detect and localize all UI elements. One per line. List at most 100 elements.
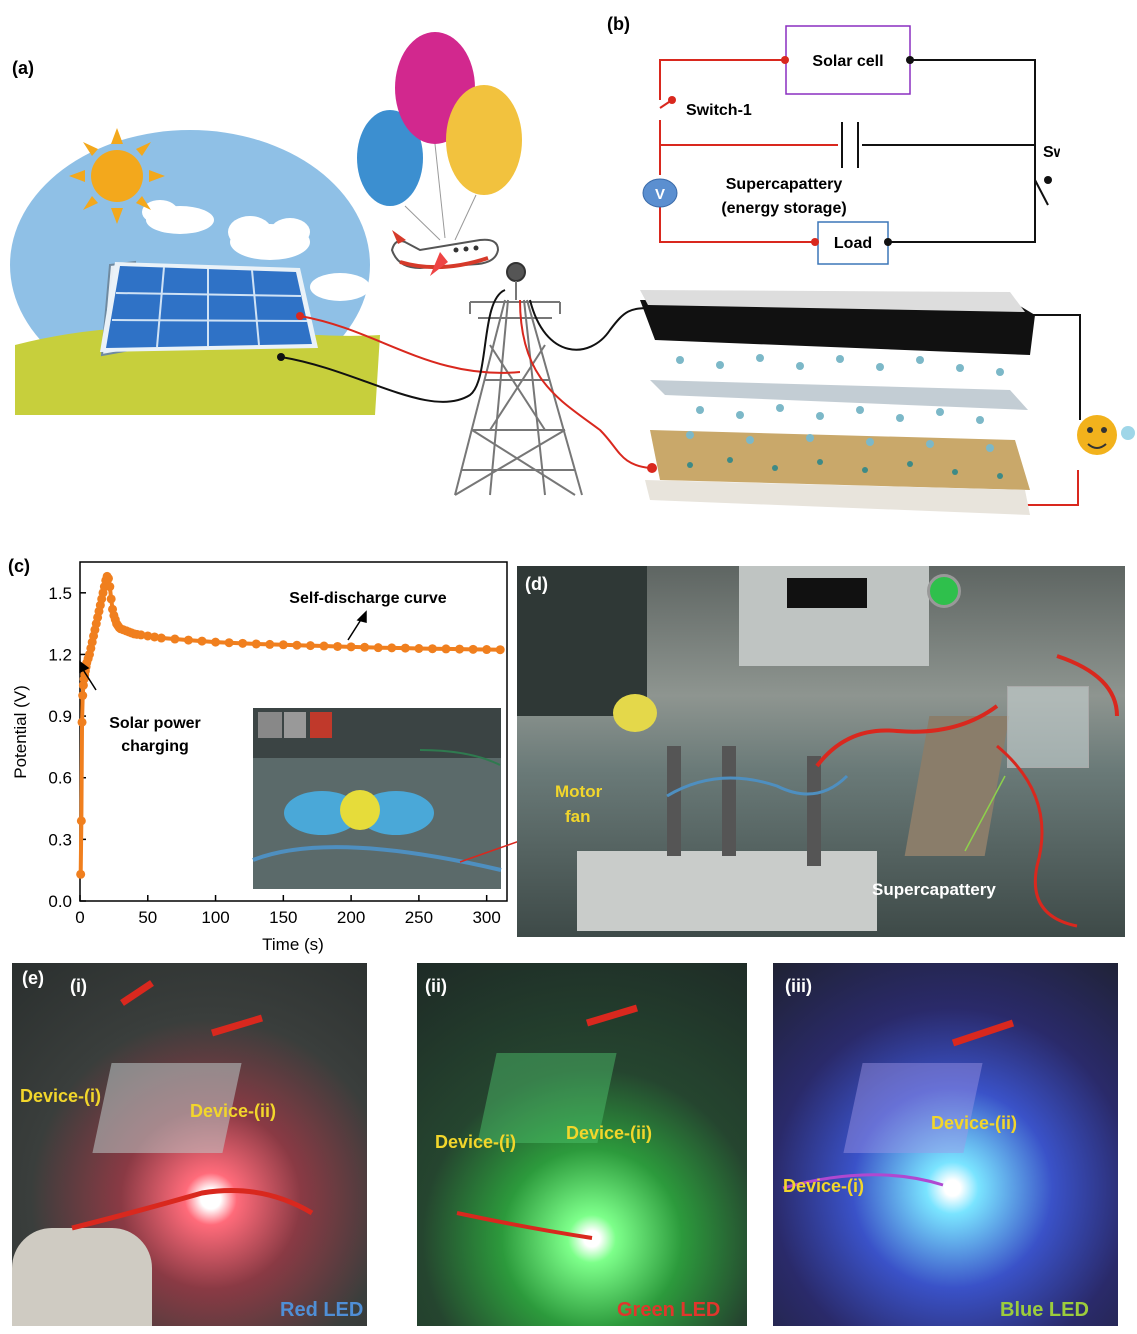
x-tick-label: 150	[269, 908, 297, 927]
data-point	[305, 641, 315, 651]
electrode-nanostructure	[687, 457, 1003, 479]
data-point	[105, 582, 115, 592]
circuit-diagram: Solar cell Switch-1 Switch-2 V Supercapa…	[642, 25, 1060, 265]
data-point	[224, 638, 234, 648]
y-tick-label: 1.5	[48, 584, 72, 603]
data-point	[441, 644, 451, 654]
data-point	[150, 632, 160, 642]
solar-charging-annotation-1: Solar power	[109, 715, 201, 732]
x-tick-label: 100	[201, 908, 229, 927]
voltmeter-icon	[642, 178, 678, 208]
supercapattery-cell-illustration	[640, 290, 1035, 515]
y-tick-label: 1.2	[48, 645, 72, 664]
y-axis-label: Potential (V)	[11, 685, 30, 779]
solar-cell-label: Solar cell	[812, 53, 883, 70]
data-point	[78, 691, 88, 701]
wires	[280, 289, 1081, 506]
annotation-arrows	[79, 610, 367, 691]
cloud-icon	[142, 200, 370, 301]
motor-label-1: Motor	[555, 782, 603, 801]
sun-icon	[69, 128, 165, 224]
data-point	[265, 639, 275, 649]
blue-led-photo	[773, 963, 1118, 1326]
data-point	[170, 634, 180, 644]
data-point	[143, 631, 153, 641]
x-tick-label: 300	[472, 908, 500, 927]
y-tick-label: 0.3	[48, 830, 72, 849]
data-point	[333, 641, 343, 651]
data-point	[156, 633, 166, 643]
self-discharge-chart: 0 50 100 150 200 250 300 0.0 0.3 0.6 0.9 1.2 1.5 Tim…	[11, 561, 520, 954]
data-point	[292, 640, 302, 650]
airplane-icon	[390, 230, 500, 276]
sub-label-ii: (ii)	[425, 976, 447, 996]
data-point	[360, 642, 370, 652]
device-ii-label-blue: Device-(ii)	[931, 1113, 1018, 1133]
device-i-label-green: Device-(i)	[435, 1132, 517, 1152]
green-led-label: Green LED	[617, 1299, 721, 1321]
device-ii-label-green: Device-(ii)	[566, 1123, 653, 1143]
data-point	[495, 645, 505, 655]
switch2-label: Switch-2	[1043, 144, 1060, 161]
data-point	[455, 644, 465, 654]
storage-label-2: (energy storage)	[721, 200, 846, 217]
solar-grid-illustration	[10, 32, 1135, 515]
solar-panel-icon	[100, 260, 318, 357]
y-tick-label: 0.0	[48, 892, 72, 911]
data-point	[346, 642, 356, 652]
panel-label-d: (d)	[525, 574, 548, 594]
x-tick-label: 200	[337, 908, 365, 927]
data-point	[427, 644, 437, 654]
balloons-icon	[357, 32, 522, 241]
panel-label-e: (e)	[22, 968, 44, 988]
data-point	[400, 643, 410, 653]
electrolyte-ions	[676, 354, 1004, 452]
self-discharge-annotation: Self-discharge curve	[289, 590, 447, 607]
red-led-photo	[12, 963, 367, 1326]
y-tick-label: 0.9	[48, 707, 72, 726]
data-point	[251, 639, 261, 649]
data-point	[211, 637, 221, 647]
inset-arrow	[459, 840, 520, 863]
solar-cell-box	[785, 25, 911, 95]
voltmeter-label: V	[655, 186, 665, 203]
data-point	[238, 638, 248, 648]
panel-label-b: (b)	[607, 14, 630, 34]
blue-led-label: Blue LED	[1000, 1299, 1089, 1321]
red-led-label: Red LED	[280, 1299, 364, 1321]
data-point	[106, 594, 116, 604]
sub-label-iii: (iii)	[785, 976, 812, 996]
device-i-label-red: Device-(i)	[20, 1086, 102, 1106]
data-point	[197, 636, 207, 646]
solar-charging-annotation-2: charging	[121, 738, 189, 755]
data-point	[373, 643, 383, 653]
supercapattery-label: Supercapattery	[872, 880, 996, 899]
storage-label-1: Supercapattery	[726, 176, 843, 193]
data-point	[468, 644, 478, 654]
x-axis-label: Time (s)	[262, 935, 324, 954]
x-tick-label: 0	[75, 908, 84, 927]
data-point	[183, 635, 193, 645]
sub-label-i: (i)	[70, 976, 87, 996]
data-point	[136, 630, 146, 640]
motor-label-2: fan	[565, 807, 591, 826]
data-point	[319, 641, 329, 651]
x-tick-label: 250	[405, 908, 433, 927]
transmission-tower-icon	[454, 262, 583, 496]
data-point	[414, 643, 424, 653]
device-i-label-blue: Device-(i)	[783, 1176, 865, 1196]
data-point	[482, 645, 492, 655]
panel-label-a: (a)	[12, 58, 34, 78]
load-label: Load	[834, 235, 872, 252]
y-tick-label: 0.6	[48, 769, 72, 788]
green-led-photo	[417, 963, 747, 1326]
device-ii-label-red: Device-(ii)	[190, 1101, 277, 1121]
data-point	[77, 717, 87, 727]
data-point	[278, 640, 288, 650]
fan-inset-photo	[252, 708, 502, 889]
x-tick-label: 50	[138, 908, 157, 927]
motor-fan-photo	[517, 566, 1125, 937]
data-point	[76, 869, 86, 879]
data-point	[76, 816, 86, 826]
fan-emoji-icon	[1077, 415, 1135, 455]
